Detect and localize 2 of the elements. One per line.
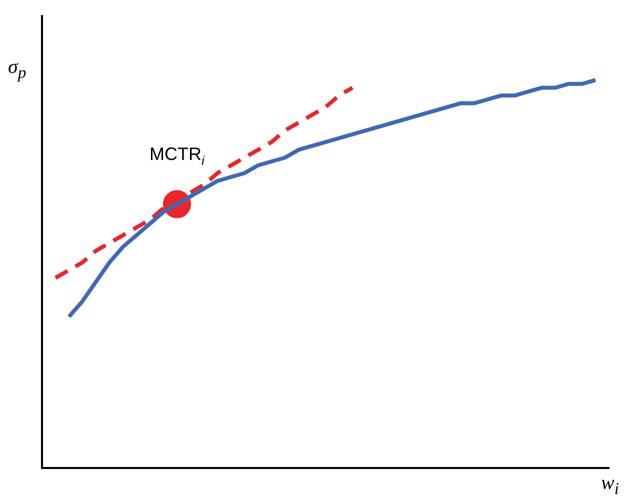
x-axis-title: w$_{i}$ — [601, 472, 619, 498]
y-axis-title: σ$_{p}$ — [8, 56, 26, 83]
